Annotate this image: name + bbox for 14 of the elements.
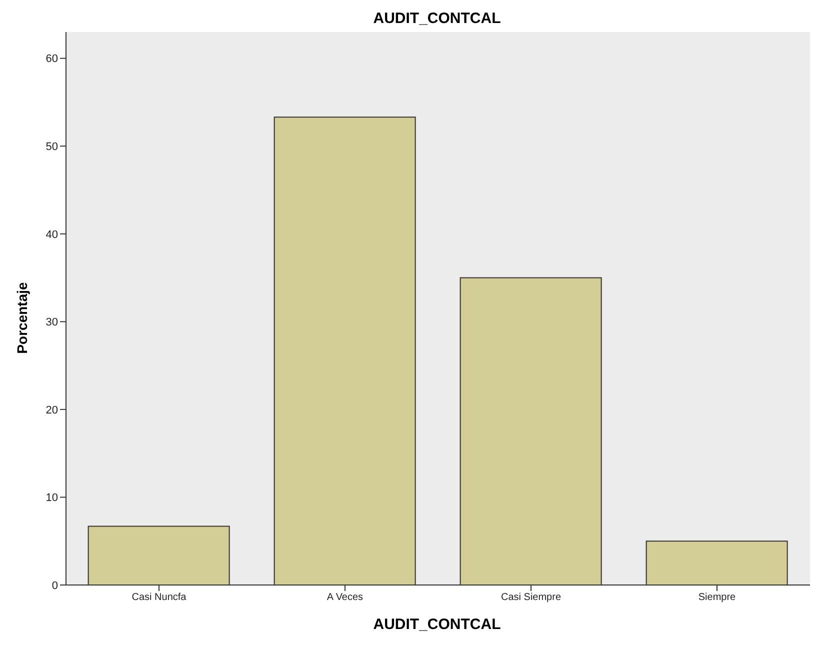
y-tick-label: 50 [46, 141, 58, 154]
y-axis-title: Porcentaje [14, 282, 30, 354]
y-tick-label: 20 [46, 404, 58, 416]
y-tick-label: 60 [46, 53, 58, 66]
x-tick-label: Casi Nuncfa [132, 592, 187, 604]
y-tick-label: 10 [46, 492, 58, 504]
x-axis-title: AUDIT_CONTCAL [372, 616, 502, 633]
y-tick-label: 30 [46, 316, 58, 329]
y-tick-label: 0 [52, 580, 58, 592]
x-tick-label: Casi Siempre [500, 592, 562, 604]
x-tick-label: Siempre [698, 592, 736, 604]
chart-title: AUDIT_CONTCAL [372, 10, 502, 27]
x-tick-label: A Veces [326, 592, 364, 604]
y-tick-label: 40 [46, 228, 58, 241]
